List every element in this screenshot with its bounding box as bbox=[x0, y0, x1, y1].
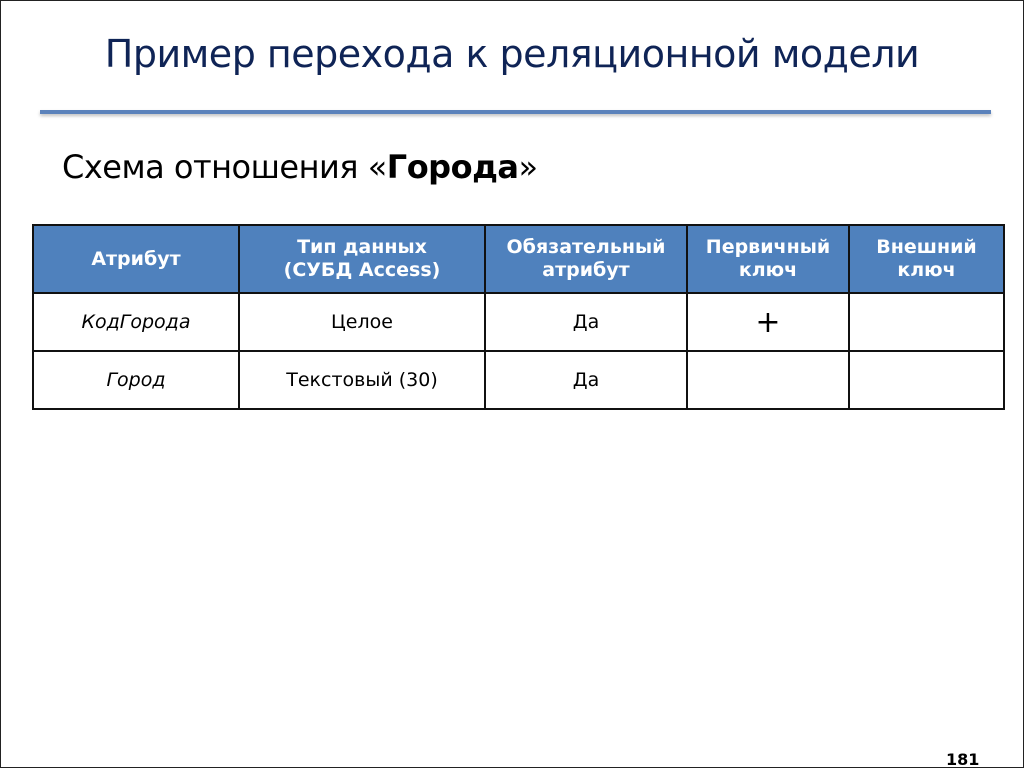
cell-primary-key: + bbox=[686, 292, 850, 352]
slide-subtitle: Схема отношения «Города» bbox=[62, 148, 538, 186]
header-required: Обязательный атрибут bbox=[484, 224, 688, 294]
cell-foreign-key bbox=[848, 350, 1005, 410]
cell-required: Да bbox=[484, 292, 688, 352]
page-number: 181 bbox=[946, 750, 980, 769]
slide-title: Пример перехода к реляционной модели bbox=[104, 32, 920, 76]
header-foreign-key: Внешний ключ bbox=[848, 224, 1005, 294]
relation-schema-table: Атрибут Тип данных (СУБД Access) Обязател… bbox=[32, 224, 1005, 410]
cell-attribute: Город bbox=[32, 350, 240, 410]
subtitle-prefix: Схема отношения « bbox=[62, 148, 387, 186]
table-row: КодГорода Целое Да + bbox=[32, 292, 1005, 352]
title-divider bbox=[40, 110, 991, 114]
header-data-type: Тип данных (СУБД Access) bbox=[238, 224, 486, 294]
subtitle-suffix: » bbox=[518, 148, 539, 186]
cell-attribute: КодГорода bbox=[32, 292, 240, 352]
table-header-row: Атрибут Тип данных (СУБД Access) Обязател… bbox=[32, 224, 1005, 294]
cell-foreign-key bbox=[848, 292, 1005, 352]
relation-name: Города bbox=[386, 148, 519, 186]
cell-data-type: Текстовый (30) bbox=[238, 350, 486, 410]
header-primary-key: Первичный ключ bbox=[686, 224, 850, 294]
table-row: Город Текстовый (30) Да bbox=[32, 350, 1005, 410]
cell-data-type: Целое bbox=[238, 292, 486, 352]
cell-required: Да bbox=[484, 350, 688, 410]
cell-primary-key bbox=[686, 350, 850, 410]
header-attribute: Атрибут bbox=[32, 224, 240, 294]
